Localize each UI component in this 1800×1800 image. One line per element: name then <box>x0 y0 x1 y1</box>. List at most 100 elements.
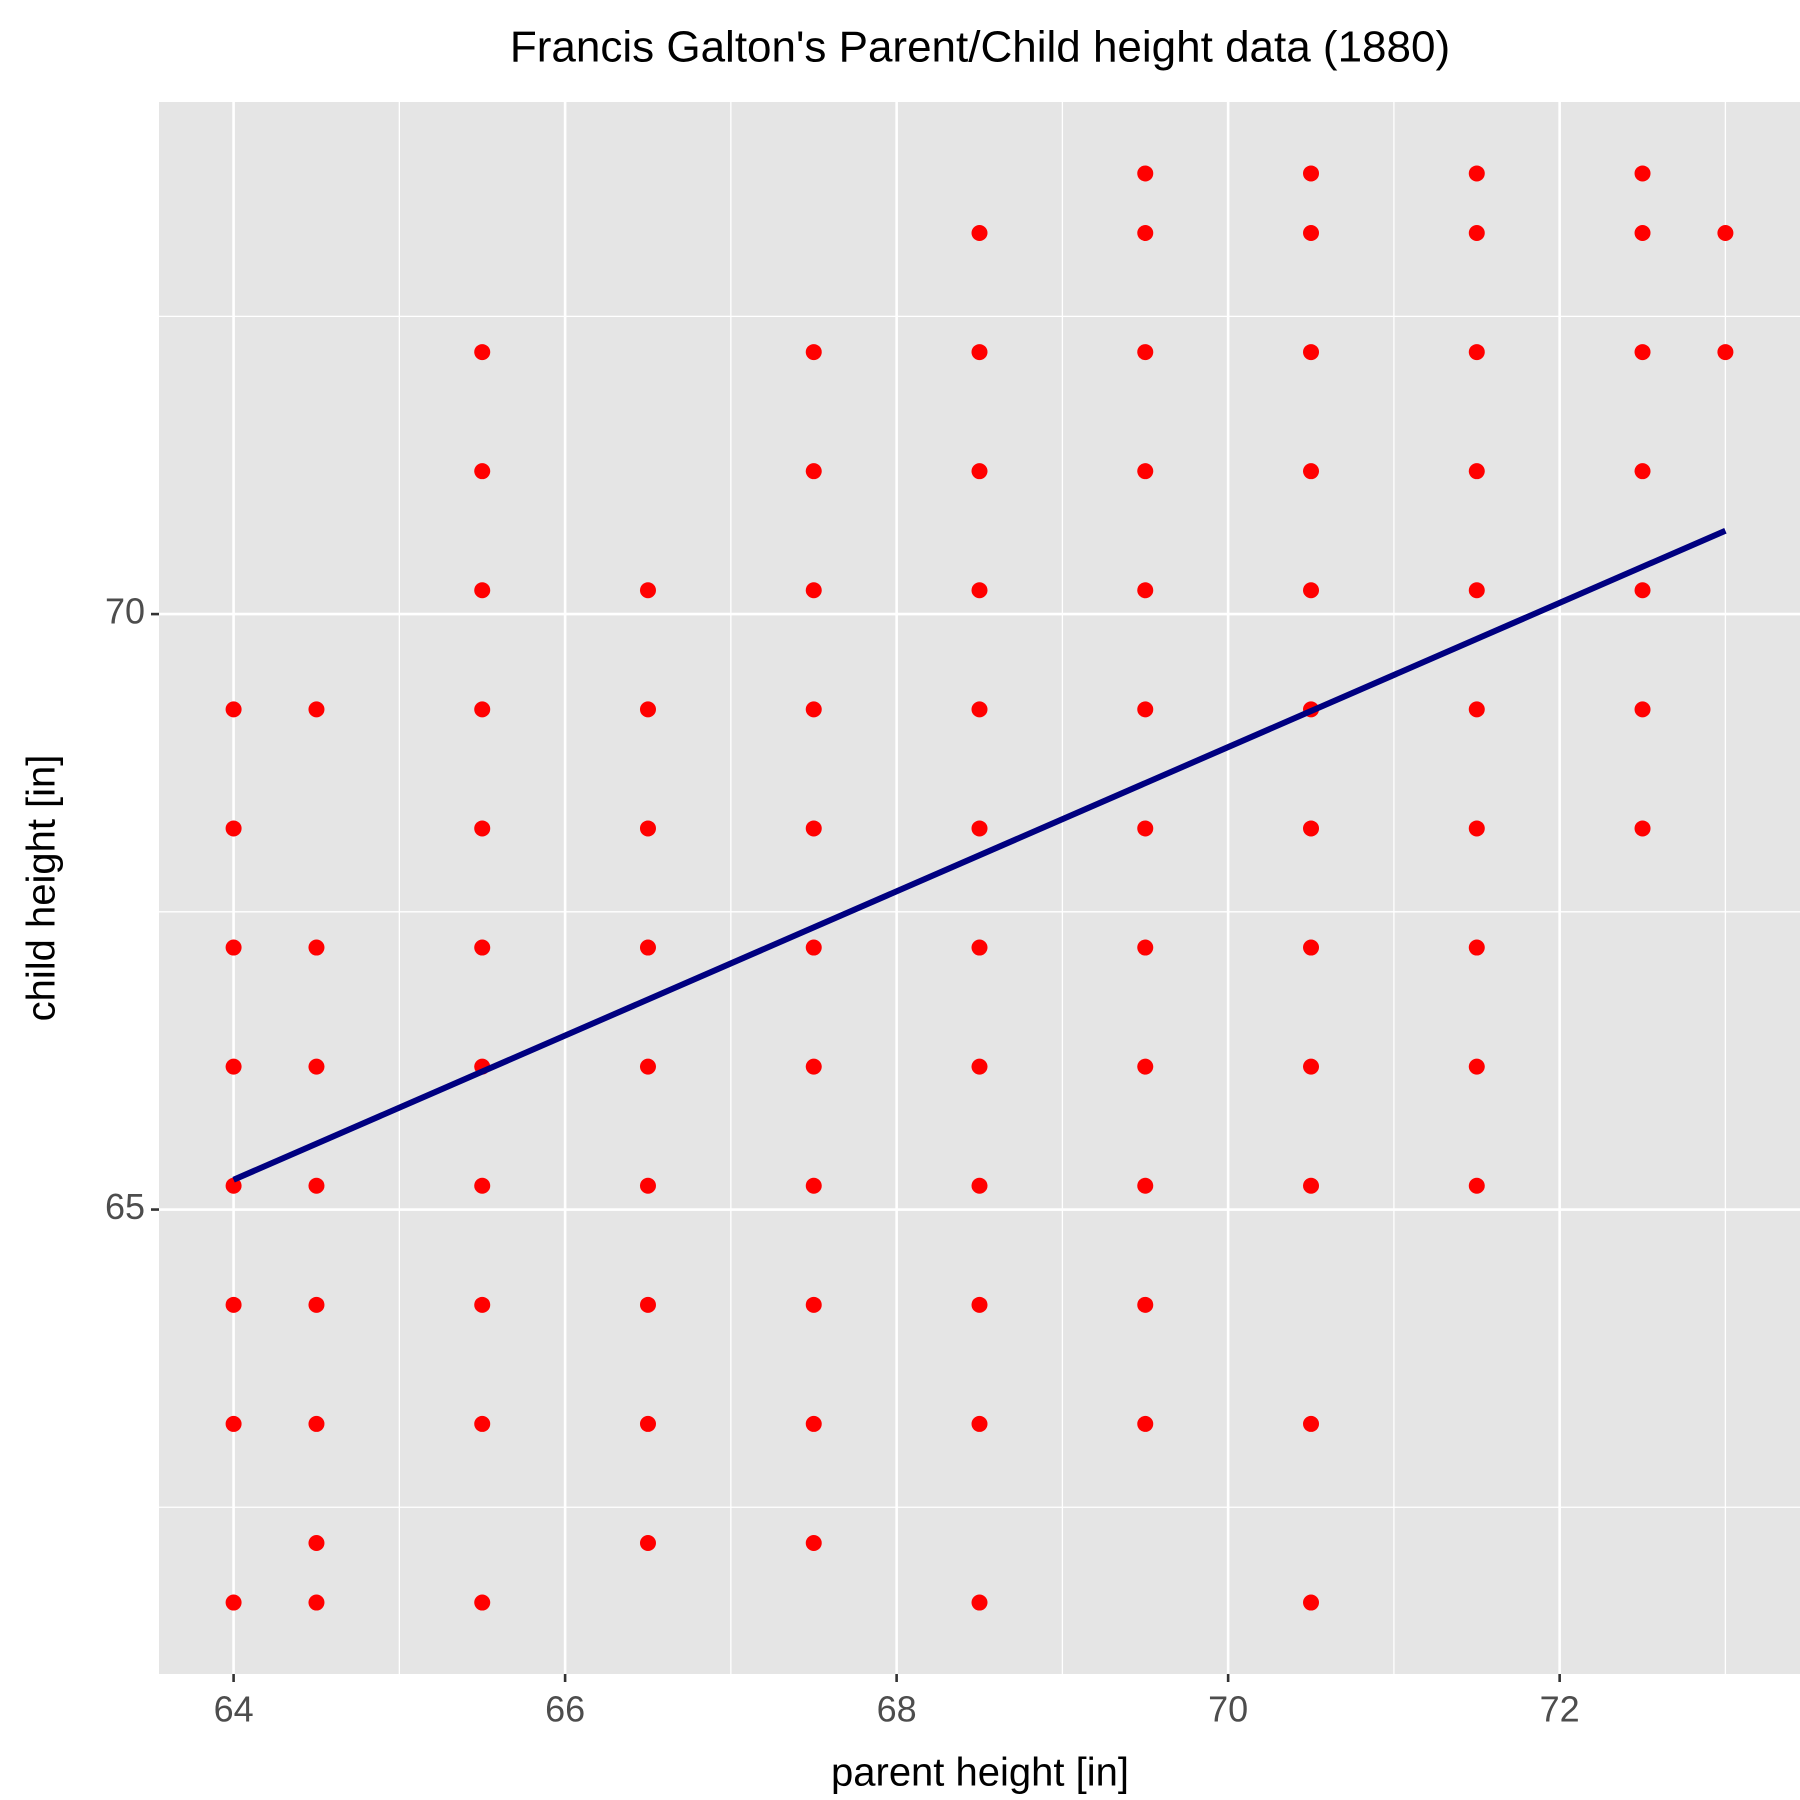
point <box>1468 701 1485 718</box>
point <box>1303 1177 1320 1194</box>
point <box>971 1296 988 1313</box>
point <box>1717 225 1734 241</box>
point <box>1468 344 1485 361</box>
point <box>1137 1177 1154 1194</box>
point <box>1303 939 1320 956</box>
point <box>1634 344 1651 361</box>
point <box>1303 582 1320 599</box>
point <box>1303 1415 1320 1432</box>
point <box>1468 1177 1485 1194</box>
point <box>1303 165 1320 182</box>
point <box>971 582 988 599</box>
point <box>1634 820 1651 837</box>
x-tick-label: 72 <box>1540 1689 1580 1730</box>
point <box>225 1296 242 1313</box>
x-axis-title: parent height [in] <box>831 1751 1129 1795</box>
point <box>1137 701 1154 718</box>
point <box>971 1177 988 1194</box>
point <box>225 820 242 837</box>
point <box>639 701 656 718</box>
point <box>474 1177 491 1194</box>
x-tick-label: 70 <box>1208 1689 1248 1730</box>
point <box>1137 1296 1154 1313</box>
point <box>805 344 822 361</box>
point <box>474 701 491 718</box>
x-tick-label: 66 <box>545 1689 585 1730</box>
x-tick-label: 68 <box>877 1689 917 1730</box>
point <box>1137 225 1154 241</box>
point <box>308 939 325 956</box>
point <box>971 225 988 241</box>
point <box>225 1415 242 1432</box>
point <box>1468 582 1485 599</box>
x-tick-label: 64 <box>214 1689 254 1730</box>
point <box>1303 344 1320 361</box>
point <box>1303 463 1320 480</box>
point <box>1137 1415 1154 1432</box>
point <box>474 1296 491 1313</box>
panel <box>159 102 1800 1674</box>
point <box>805 1058 822 1075</box>
point <box>639 820 656 837</box>
fit-line <box>232 527 1727 1183</box>
point <box>1468 939 1485 956</box>
point <box>639 582 656 599</box>
point <box>805 463 822 480</box>
point <box>805 820 822 837</box>
point <box>1303 225 1320 241</box>
point <box>308 701 325 718</box>
point <box>1634 582 1651 599</box>
point <box>1137 939 1154 956</box>
point <box>474 1594 491 1611</box>
point <box>225 1177 242 1194</box>
point <box>639 1058 656 1075</box>
point <box>474 344 491 361</box>
point <box>805 582 822 599</box>
point <box>805 701 822 718</box>
point <box>1137 820 1154 837</box>
point <box>1717 344 1734 361</box>
point <box>1468 1058 1485 1075</box>
point <box>805 1415 822 1432</box>
point <box>1303 1594 1320 1611</box>
point <box>1137 582 1154 599</box>
point <box>308 1594 325 1611</box>
point <box>308 1296 325 1313</box>
point <box>1634 165 1651 182</box>
point <box>308 1415 325 1432</box>
y-axis-title: child height [in] <box>20 755 64 1022</box>
point <box>1634 225 1651 241</box>
point <box>971 1594 988 1611</box>
point <box>805 939 822 956</box>
point <box>971 939 988 956</box>
point <box>805 1177 822 1194</box>
point <box>1634 463 1651 480</box>
point <box>1137 463 1154 480</box>
point <box>308 1177 325 1194</box>
point <box>971 701 988 718</box>
point <box>805 1296 822 1313</box>
point <box>1468 463 1485 480</box>
point <box>474 1415 491 1432</box>
point <box>1468 165 1485 182</box>
point <box>1634 701 1651 718</box>
point <box>639 1177 656 1194</box>
y-tick-label: 65 <box>105 1186 145 1227</box>
point <box>1137 344 1154 361</box>
point <box>971 344 988 361</box>
point <box>1468 225 1485 241</box>
point <box>474 463 491 480</box>
point <box>1137 1058 1154 1075</box>
point <box>971 1415 988 1432</box>
point <box>971 820 988 837</box>
point <box>1468 820 1485 837</box>
point <box>1303 820 1320 837</box>
point <box>474 939 491 956</box>
point <box>308 1058 325 1075</box>
point <box>971 463 988 480</box>
point <box>225 701 242 718</box>
point <box>225 1058 242 1075</box>
point <box>805 1535 822 1551</box>
point <box>1137 165 1154 182</box>
